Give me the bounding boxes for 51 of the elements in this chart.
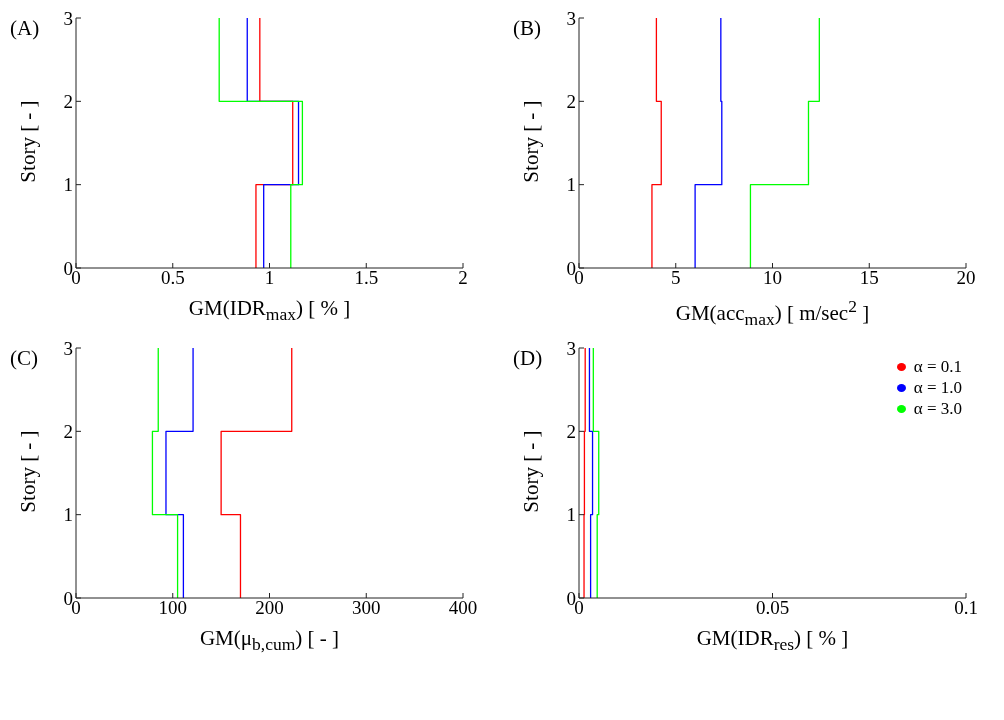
x-tick-label: 5 bbox=[671, 267, 681, 289]
x-tick-label: 20 bbox=[956, 267, 976, 289]
x-axis-title: GM(acc$_{max}$) [ m/sec$^{2}$ ] bbox=[674, 296, 871, 331]
line-series bbox=[218, 18, 304, 268]
line-series bbox=[749, 18, 820, 268]
y-tick-label: 2 bbox=[63, 421, 73, 443]
x-axis-title: GM(μ$_{b,cum}$) [ - ] bbox=[198, 626, 341, 656]
chart-title: (B) bbox=[513, 16, 541, 41]
y-axis-title: Story [ - ] bbox=[15, 429, 41, 515]
line-series bbox=[651, 18, 662, 268]
y-tick-label: 3 bbox=[566, 7, 576, 29]
x-tick-label: 2 bbox=[458, 267, 468, 289]
x-axis-title: GM(IDR$_{res}$) [ % ] bbox=[695, 626, 850, 656]
x-tick-label: 1 bbox=[264, 267, 275, 289]
chart-title: (C) bbox=[10, 346, 38, 371]
legend-label: α = 0.1 bbox=[913, 356, 962, 377]
chart-title: (A) bbox=[10, 16, 40, 41]
y-tick-label: 1 bbox=[566, 504, 576, 526]
x-tick-label: 200 bbox=[255, 597, 284, 619]
y-tick-label: 1 bbox=[63, 504, 73, 526]
line-series bbox=[151, 348, 179, 598]
x-tick-label: 0.05 bbox=[755, 597, 790, 619]
y-tick-label: 2 bbox=[566, 91, 576, 113]
x-tick-label: 0.1 bbox=[954, 597, 978, 619]
y-axis-title: Story [ - ] bbox=[518, 429, 544, 515]
line-series bbox=[694, 18, 723, 268]
x-tick-label: 1.5 bbox=[354, 267, 379, 289]
y-tick-label: 1 bbox=[566, 174, 576, 196]
y-tick-label: 2 bbox=[566, 421, 576, 443]
line-series bbox=[592, 348, 600, 598]
line-series bbox=[220, 348, 293, 598]
y-axis-title: Story [ - ] bbox=[518, 99, 544, 185]
x-tick-label: 15 bbox=[859, 267, 879, 289]
chart-title: (D) bbox=[513, 346, 543, 371]
y-axis-title: Story [ - ] bbox=[15, 99, 41, 185]
legend-label: α = 3.0 bbox=[913, 398, 962, 419]
x-tick-label: 300 bbox=[352, 597, 381, 619]
x-axis-title: GM(IDR$_{max}$) [ % ] bbox=[187, 296, 352, 326]
y-tick-label: 3 bbox=[63, 337, 73, 359]
line-series bbox=[165, 348, 194, 598]
line-series bbox=[583, 348, 586, 598]
x-tick-label: 10 bbox=[763, 267, 782, 289]
y-tick-label: 3 bbox=[63, 7, 73, 29]
y-tick-label: 2 bbox=[63, 91, 73, 113]
x-tick-label: 0.5 bbox=[160, 267, 185, 289]
line-series bbox=[588, 348, 594, 598]
x-tick-label: 400 bbox=[448, 597, 478, 619]
y-tick-label: 1 bbox=[63, 174, 73, 196]
x-tick-label: 100 bbox=[158, 597, 187, 619]
legend-label: α = 1.0 bbox=[913, 377, 962, 398]
y-tick-label: 3 bbox=[566, 337, 576, 359]
